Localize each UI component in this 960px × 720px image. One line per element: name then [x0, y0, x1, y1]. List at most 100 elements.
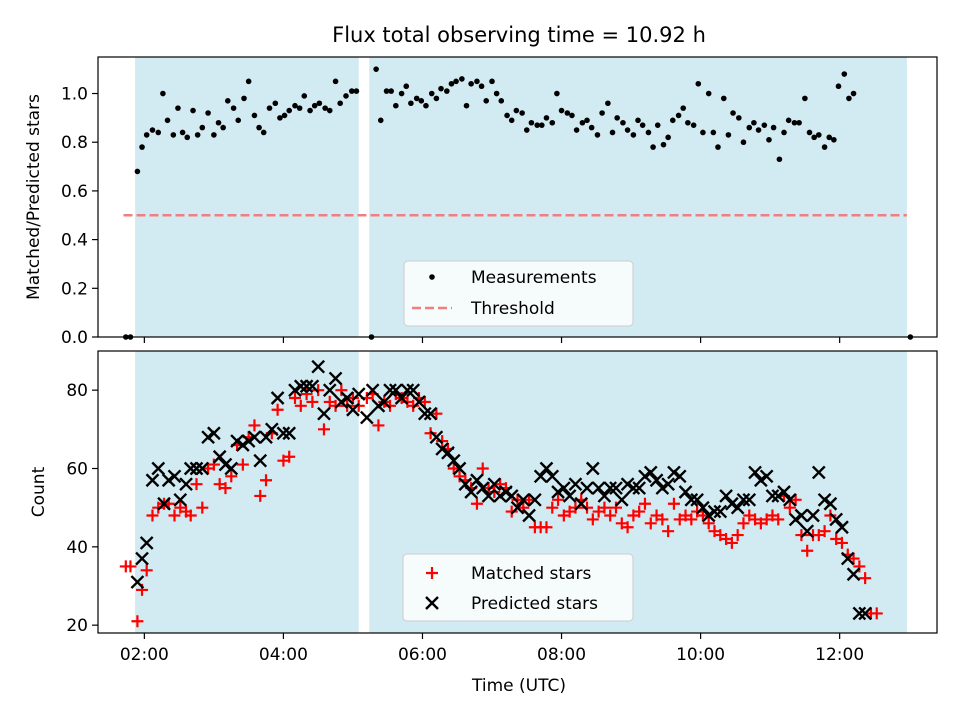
matched-star-point	[271, 403, 284, 416]
predicted-star-point	[429, 430, 444, 445]
measurement-point	[730, 110, 736, 116]
measurement-point	[184, 134, 191, 141]
measurement-point	[755, 127, 762, 133]
measurement-point	[534, 122, 541, 128]
predicted-star-point	[179, 477, 193, 492]
matched-star-point	[546, 501, 559, 514]
measurement-point	[746, 124, 753, 131]
measurement-point	[241, 95, 247, 102]
measurement-point	[199, 124, 206, 131]
matched-star-point	[219, 482, 232, 495]
predicted-star-point	[423, 406, 438, 421]
measurement-point	[543, 115, 550, 121]
predicted-star-point	[580, 481, 594, 495]
measurement-point	[348, 88, 355, 94]
bottom-x-ticks: 02:00 04:00 06:00 08:00 10:00 12:00	[120, 633, 864, 665]
predicted-star-point	[334, 395, 349, 409]
predicted-star-point	[754, 473, 768, 488]
measurement-point	[573, 127, 580, 133]
y-tick-label: 80	[66, 381, 88, 401]
measurement-point	[418, 98, 425, 104]
measurement-point	[393, 102, 399, 109]
bottom-y-axis-label: Count	[29, 466, 49, 517]
predicted-star-point	[667, 465, 681, 480]
predicted-star-point	[218, 457, 233, 472]
predicted-stars-legend-label: Predicted stars	[471, 594, 598, 614]
matched-star-point	[505, 505, 518, 518]
matched-star-point	[283, 450, 296, 463]
measurement-point	[523, 127, 530, 133]
predicted-star-point	[707, 504, 722, 519]
predicted-star-point	[288, 383, 302, 398]
measurement-point	[609, 129, 616, 136]
matched-star-point	[610, 501, 623, 514]
matched-star-point	[236, 458, 249, 471]
bottom-y-ticks: 20 40 60 80	[66, 381, 98, 636]
matched-star-point	[447, 462, 460, 475]
measurement-point	[569, 112, 575, 119]
predicted-star-point	[585, 461, 600, 476]
predicted-star-point	[748, 465, 762, 480]
matched-star-point	[418, 395, 431, 408]
matched-star-point	[725, 536, 738, 549]
measurement-point	[736, 115, 742, 121]
predicted-star-point	[759, 469, 774, 484]
matched-star-point	[667, 497, 680, 510]
matched-star-point	[346, 392, 359, 404]
matched-legend-plus	[426, 567, 438, 579]
measurement-point	[493, 90, 500, 97]
predicted-star-point	[446, 453, 461, 468]
measurement-point	[307, 107, 313, 114]
predicted-star-point	[620, 477, 635, 492]
predicted-star-point	[157, 496, 171, 511]
measurement-point	[170, 132, 177, 138]
predicted-star-point	[371, 398, 386, 413]
predicted-star-point	[562, 489, 577, 503]
shaded-interval	[135, 351, 359, 633]
measurement-point	[149, 127, 156, 133]
matched-star-point	[436, 435, 449, 448]
measurement-point	[377, 117, 384, 124]
predicted-star-point	[614, 492, 629, 507]
predicted-star-point	[183, 461, 198, 476]
predicted-star-point	[161, 473, 176, 488]
measurement-point	[286, 107, 293, 114]
measurement-point	[685, 119, 691, 126]
predicted-star-point	[135, 551, 149, 566]
measurement-point	[815, 132, 822, 138]
measurement-point	[831, 136, 837, 143]
predicted-stars-legend-marker	[425, 596, 439, 610]
measurement-point	[220, 124, 226, 131]
measurement-point	[260, 129, 267, 136]
predicted-star-point	[591, 481, 606, 495]
measurement-point	[337, 100, 343, 107]
predicted-star-point	[365, 383, 380, 398]
predicted-star-point	[713, 504, 728, 519]
measurement-point	[821, 144, 828, 150]
matched-star-point	[552, 493, 565, 506]
measurement-point	[403, 83, 410, 90]
predicted-star-point	[840, 551, 855, 566]
matched-star-point	[124, 560, 137, 573]
predicted-star-point	[811, 465, 826, 480]
measurement-point	[715, 144, 721, 150]
measurement-point	[175, 105, 181, 111]
measurement-point	[311, 102, 318, 109]
matched-star-point	[312, 384, 325, 397]
measurement-point	[245, 78, 252, 85]
measurement-point	[423, 102, 429, 109]
measurement-point	[179, 129, 186, 136]
predicted-star-point	[852, 606, 867, 621]
predicted-star-point	[406, 383, 421, 398]
measurement-point	[413, 95, 420, 102]
measurement-point	[483, 98, 490, 104]
measurement-point	[850, 90, 857, 97]
measurement-point	[700, 129, 706, 136]
measurement-point	[791, 119, 798, 126]
predicted-star-point	[452, 461, 467, 476]
predicted-star-point	[632, 481, 647, 495]
predicted-star-point	[212, 449, 227, 464]
matched-star-point	[190, 478, 203, 491]
matched-star-point	[476, 462, 489, 475]
predicted-star-point	[557, 481, 571, 495]
